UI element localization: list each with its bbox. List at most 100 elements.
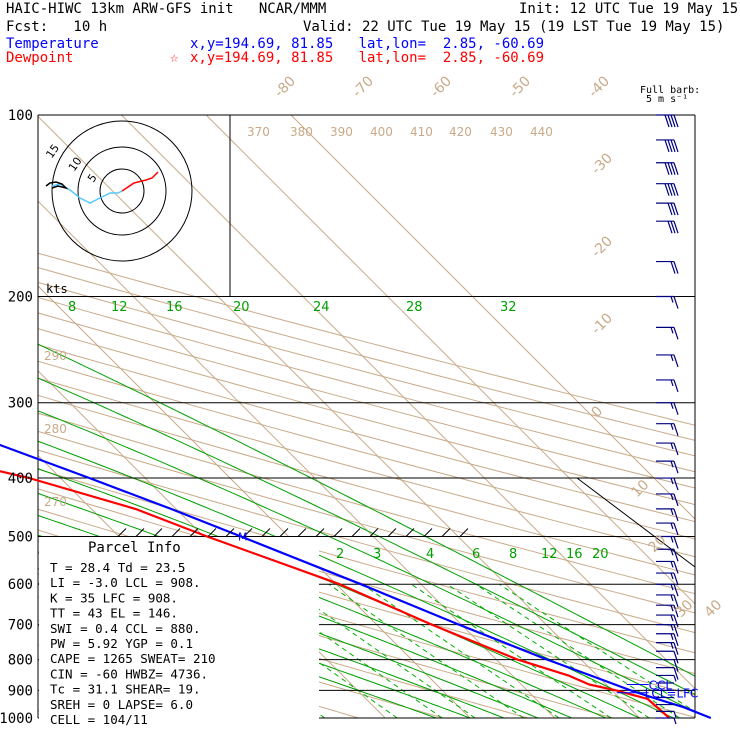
wind-barb	[656, 667, 679, 680]
legend-dewpoint-star: ☆	[170, 50, 179, 66]
wind-barb	[656, 572, 679, 586]
wind-barb	[656, 477, 679, 491]
dry-adiabat-line	[38, 573, 529, 718]
wind-barb	[656, 674, 677, 682]
wind-barb	[656, 623, 679, 637]
wind-barb	[656, 717, 677, 725]
wind-barb-flag	[673, 327, 679, 340]
wind-barb-flag	[673, 508, 679, 522]
wind-barb-flag	[670, 261, 676, 274]
wind-barb-half	[670, 604, 674, 612]
isotherm-label: -50	[507, 73, 534, 100]
freezing-level-hatch	[351, 528, 361, 537]
freezing-level-hatch	[369, 528, 379, 537]
wind-barb-flag	[673, 477, 679, 491]
theta-label: 370	[247, 125, 270, 139]
wind-barb	[656, 220, 679, 234]
mixing-ratio-label: 20	[233, 300, 250, 315]
wind-barb	[656, 642, 679, 655]
wind-barb-half	[670, 379, 674, 387]
wind-barb-flag	[673, 379, 679, 393]
parcel-info-panel: Parcel Info T = 28.4 Td = 23.5LI = -3.0 L…	[39, 535, 577, 727]
freezing-level-hatch	[297, 528, 307, 537]
wind-barb-flag	[673, 633, 679, 646]
legend-dewpoint-label: Dewpoint	[6, 50, 74, 66]
wind-barb	[656, 423, 679, 436]
wind-barb-half	[670, 549, 674, 556]
barb-legend-title: Full barb:	[640, 85, 701, 96]
hodograph-ring-label: 5	[85, 172, 100, 185]
isotherm-label: -70	[350, 73, 377, 100]
dry-adiabat-line	[38, 296, 695, 473]
wind-barb	[656, 379, 679, 393]
freezing-level-hatch	[261, 528, 271, 537]
wind-barb-flag	[673, 584, 679, 597]
temperature-profile	[0, 443, 712, 720]
ccl-label: CCL	[649, 679, 673, 693]
freezing-level-hatch	[189, 528, 199, 537]
mixing-ratio-label: 2	[336, 547, 344, 562]
freezing-level-hatch	[225, 528, 235, 537]
wind-barb-half	[670, 327, 674, 334]
mixing-ratio-label: 28	[406, 300, 423, 315]
hodograph-ring	[51, 120, 193, 262]
dry-adiabat-line	[38, 312, 695, 489]
header-valid: Valid: 22 UTC Tue 19 May 15 (19 LST Tue …	[303, 19, 725, 35]
wind-barb	[656, 183, 679, 196]
wind-barb-flag	[667, 220, 673, 234]
parcel-info-row: CIN = -60 HWBZ= 4736.	[50, 666, 208, 681]
wind-barb	[656, 295, 679, 309]
dry-adiabat-line	[38, 281, 695, 457]
wind-barb	[656, 402, 679, 415]
isotherm-line	[205, 115, 695, 605]
hodograph-unit-label: kts	[46, 282, 68, 296]
mixing-ratio-label: 12	[541, 547, 558, 562]
mixing-ratio-label: 24	[313, 300, 330, 315]
mixing-ratio-label: 3	[373, 547, 381, 562]
freezing-level-hatch	[423, 528, 433, 537]
isotherm-label: 20	[646, 532, 670, 556]
wind-barb-flag	[673, 614, 679, 628]
isotherm-label: 40	[702, 597, 726, 621]
wind-barb-half	[670, 624, 674, 631]
wind-barb-flag	[673, 642, 679, 655]
wind-barb-flag	[673, 423, 679, 436]
parcel-info-row: Tc = 31.1 SHEAR= 19.	[50, 682, 201, 697]
wind-barb-flag	[673, 651, 679, 664]
wind-barb	[656, 508, 679, 522]
isotherms	[38, 115, 695, 718]
wind-barb-flag	[673, 220, 679, 234]
wind-barb	[656, 583, 679, 597]
pressure-tick-label: 100	[8, 108, 33, 124]
wind-barb	[656, 650, 679, 664]
freezing-level-hatch	[333, 528, 343, 537]
wind-barb	[656, 460, 679, 474]
wind-barb-flag	[664, 162, 670, 175]
wind-barb-flag	[673, 183, 679, 196]
wind-barb-half	[670, 561, 674, 568]
wind-barb-flag	[673, 604, 679, 618]
isotherm-line	[38, 115, 640, 718]
wind-barbs	[656, 114, 679, 725]
wind-barb-flag	[667, 139, 673, 153]
freezing-level-hatch	[243, 528, 253, 537]
pressure-tick-label: 600	[8, 577, 33, 593]
wind-barb-half	[670, 354, 674, 362]
isotherm-line	[38, 200, 556, 718]
hodograph-ring	[99, 168, 145, 214]
hodograph-trace-top	[45, 181, 69, 190]
barb-legend-unit: 5 m s⁻¹	[646, 94, 689, 105]
wind-barb-flag	[673, 572, 679, 586]
wind-barb	[656, 560, 679, 574]
wind-barb-half	[670, 633, 674, 640]
pressure-tick-label: 200	[8, 290, 33, 306]
wind-barb	[656, 548, 679, 562]
theta-label: 390	[330, 125, 353, 139]
wind-barb-flag	[673, 261, 679, 274]
pressure-tick-label: 400	[8, 471, 33, 487]
wind-barb	[656, 442, 679, 456]
wind-barb-flag	[673, 296, 679, 309]
chart-labels: 100 200 300 400 500 600 700 800 900 1000 -80 -70 -60…	[0, 73, 725, 727]
parcel-info-row: T = 28.4 Td = 23.5	[50, 560, 185, 575]
wind-barb-flag	[673, 202, 679, 216]
